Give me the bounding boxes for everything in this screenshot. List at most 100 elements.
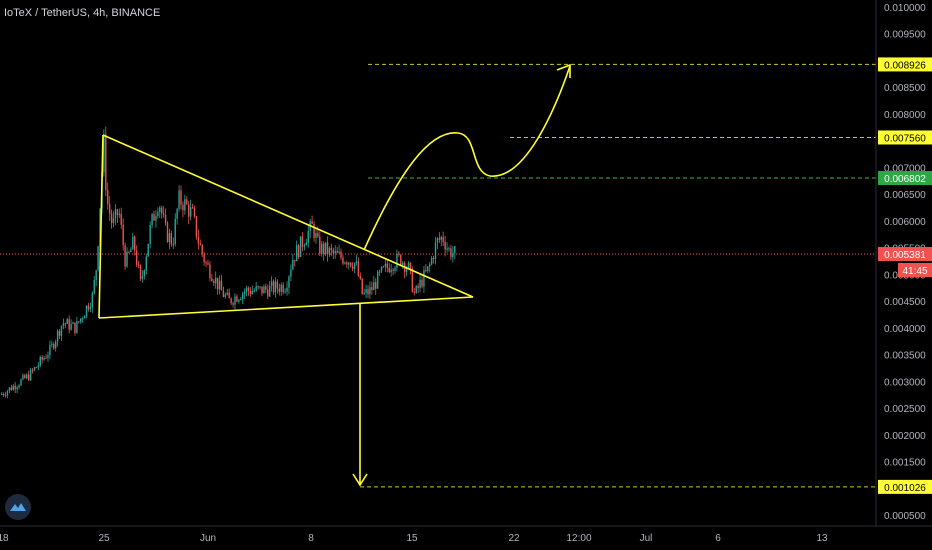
price-tick-label: 0.008000 [884, 110, 926, 121]
candle-body [222, 290, 225, 297]
candle-body [107, 190, 109, 205]
candle-body [284, 291, 286, 293]
level-price-badge [878, 171, 932, 186]
candle-body [151, 213, 153, 225]
candle-body [349, 262, 352, 267]
candle-body [259, 286, 261, 288]
candle-body [78, 321, 80, 323]
candle-body [145, 256, 147, 271]
candle-body [417, 286, 419, 288]
time-axis[interactable]: 18 25 Jun 8 15 22 12:00 Jul 6 13 [0, 525, 932, 544]
candle-body [434, 242, 437, 260]
time-tick-label: 22 [508, 533, 520, 544]
candle-body [326, 242, 329, 255]
candle-body [128, 251, 130, 253]
candle-body [378, 271, 381, 273]
candle-body [29, 369, 32, 381]
level-price-badge [878, 479, 932, 494]
candle-body [351, 266, 354, 269]
candle-body [263, 286, 265, 294]
candle-body [373, 282, 375, 291]
candle-body [228, 292, 230, 299]
candle-body [6, 390, 9, 396]
chart-title: IoTeX / TetherUS, 4h, BINANCE [4, 7, 161, 19]
candle-body [207, 263, 209, 265]
candle-body [87, 305, 90, 310]
candle-body [172, 244, 174, 246]
candle-body [211, 278, 213, 282]
candle-body [124, 245, 126, 267]
candle-body [232, 303, 234, 305]
price-tick-label: 0.008500 [884, 83, 926, 94]
candle-body [286, 287, 288, 292]
tradingview-logo-icon[interactable] [5, 494, 31, 520]
candle-body [268, 285, 271, 297]
candle-body [394, 267, 396, 271]
candle-body [118, 213, 121, 215]
candle-body [301, 236, 304, 247]
candle-body [429, 264, 431, 267]
candle-body [197, 236, 200, 244]
candle-body [199, 243, 201, 246]
candle-body [307, 231, 309, 243]
candle-body [409, 262, 412, 270]
candle-body [367, 289, 369, 295]
candle-body [54, 341, 57, 349]
candle-body [342, 257, 344, 264]
candle-body [143, 270, 146, 277]
candle-body [241, 293, 244, 300]
candle-body [419, 279, 421, 288]
candle-body [255, 286, 257, 291]
candle-body [35, 367, 38, 369]
candle-body [332, 249, 335, 254]
candle-body [376, 271, 379, 289]
candle-body [64, 323, 67, 325]
candle-body [240, 299, 242, 301]
candle-body [31, 369, 34, 371]
candle-body [49, 344, 51, 356]
candle-body [105, 134, 107, 191]
candle-body [317, 233, 319, 237]
bullish-arrowhead-icon [556, 63, 571, 78]
candle-body [423, 270, 425, 287]
candle-body [390, 269, 392, 272]
candle-body [340, 251, 342, 258]
candle-body [315, 233, 317, 238]
candle-body [184, 199, 186, 211]
candle-body [261, 286, 263, 294]
candle-body [375, 282, 377, 289]
level-price-label: 0.008926 [884, 60, 926, 71]
candle-body [400, 254, 402, 265]
triangle-lower-line [98, 296, 474, 319]
candle-body [56, 330, 59, 342]
candle-body [363, 292, 365, 294]
level-price-badge [878, 57, 932, 72]
candle-body [427, 266, 429, 271]
candle-body [33, 367, 36, 371]
candle-body [311, 221, 313, 224]
price-tick-label: 0.004500 [884, 297, 926, 308]
candle-body [213, 281, 215, 284]
candle-body [257, 286, 259, 288]
candle-body [334, 251, 336, 254]
candle-body [415, 286, 417, 293]
candle-body [290, 269, 292, 277]
candle-body [319, 236, 321, 254]
candle-body [430, 258, 433, 265]
candle-body [355, 261, 358, 263]
candle-body [10, 387, 13, 391]
candle-body [413, 291, 415, 293]
candle-body [216, 277, 219, 290]
candle-body [292, 259, 294, 270]
candle-body [176, 208, 178, 219]
candle-body [365, 289, 367, 293]
candle-body [448, 248, 450, 250]
candle-body [4, 395, 7, 397]
candle-body [272, 281, 275, 293]
candle-body [91, 292, 94, 308]
candle-body [324, 242, 327, 254]
candle-body [243, 291, 246, 294]
candle-body [137, 264, 140, 266]
candle-body [297, 245, 300, 257]
